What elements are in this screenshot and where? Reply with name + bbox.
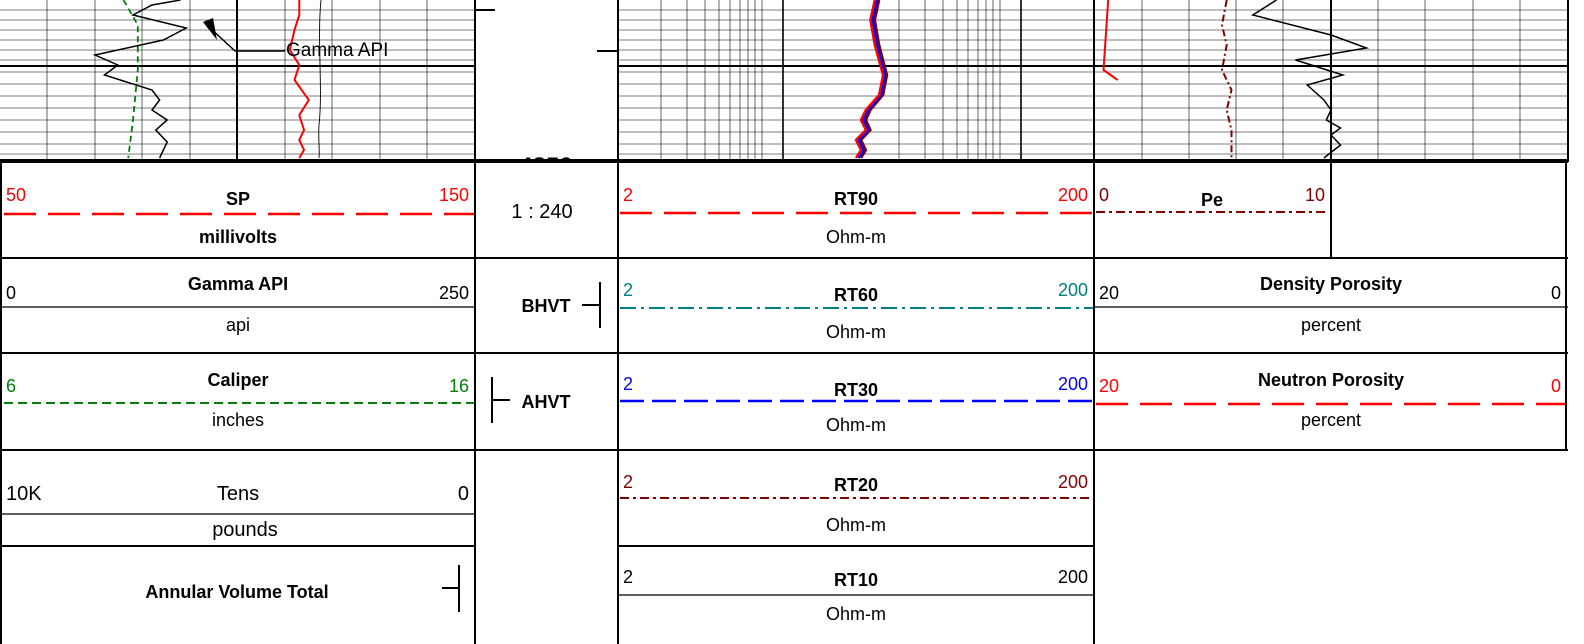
header-rt10: 2 RT10 200 Ohm-m bbox=[623, 567, 1088, 624]
rt30-max: 200 bbox=[1058, 374, 1088, 394]
depth-label-group: 4850 bbox=[477, 153, 616, 182]
header-rt90: 2 RT90 200 Ohm-m bbox=[620, 185, 1093, 247]
header-rt20: 2 RT20 200 Ohm-m bbox=[620, 472, 1093, 535]
caliper-max: 16 bbox=[449, 376, 469, 396]
gamma-max: 250 bbox=[439, 283, 469, 303]
tens-min: 10K bbox=[6, 483, 42, 505]
pe-curve bbox=[1220, 0, 1233, 158]
scale-label: 1 : 240 bbox=[511, 201, 572, 223]
sp-curve bbox=[288, 0, 311, 159]
header-depth: 1 : 240 BHVT AHVT bbox=[491, 201, 601, 423]
rt20-curve bbox=[859, 0, 889, 159]
bhvt-label: BHVT bbox=[522, 296, 571, 316]
header-tension: 10K Tens 0 pounds bbox=[6, 483, 469, 541]
header-caliper: 6 Caliper 16 inches bbox=[4, 370, 474, 430]
curves bbox=[92, 0, 1370, 159]
rt10-name: RT10 bbox=[834, 570, 878, 590]
rt10-max: 200 bbox=[1058, 567, 1088, 587]
density-porosity-curve bbox=[1250, 0, 1370, 159]
gamma-callout: Gamma API bbox=[203, 18, 388, 61]
sp-unit: millivolts bbox=[199, 227, 277, 247]
rt20-unit: Ohm-m bbox=[826, 515, 886, 535]
rt90-name: RT90 bbox=[834, 189, 878, 209]
density-max: 0 bbox=[1551, 283, 1561, 303]
sp-min: 50 bbox=[6, 185, 26, 205]
density-min: 20 bbox=[1099, 283, 1119, 303]
gamma-min: 0 bbox=[6, 283, 16, 303]
header-neutron-porosity: 20 Neutron Porosity 0 percent bbox=[1096, 370, 1565, 430]
sp-name: SP bbox=[226, 189, 250, 209]
rt60-unit: Ohm-m bbox=[826, 322, 886, 342]
neutron-porosity-curve bbox=[1102, 0, 1119, 81]
caliper-min: 6 bbox=[6, 376, 16, 396]
density-unit: percent bbox=[1301, 315, 1361, 335]
caliper-name: Caliper bbox=[207, 370, 268, 390]
rt90-curve bbox=[854, 0, 885, 159]
header-rt60: 2 RT60 200 Ohm-m bbox=[620, 280, 1093, 342]
rt20-min: 2 bbox=[623, 472, 633, 492]
density-name: Density Porosity bbox=[1260, 274, 1402, 294]
sp-max: 150 bbox=[439, 185, 469, 205]
rt30-curve bbox=[857, 0, 887, 159]
rt30-min: 2 bbox=[623, 374, 633, 394]
track-grids bbox=[0, 0, 1569, 162]
rt90-min: 2 bbox=[623, 185, 633, 205]
neutron-min: 20 bbox=[1099, 376, 1119, 396]
header-rt30: 2 RT30 200 Ohm-m bbox=[620, 374, 1093, 435]
pe-name: Pe bbox=[1201, 190, 1223, 210]
header-gamma: 0 Gamma API 250 api bbox=[6, 274, 469, 335]
gamma-name: Gamma API bbox=[188, 274, 288, 294]
header-density-porosity: 20 Density Porosity 0 percent bbox=[1099, 274, 1561, 335]
header-sp: 50 SP 150 millivolts bbox=[4, 185, 474, 247]
rt60-max: 200 bbox=[1058, 280, 1088, 300]
rt10-min: 2 bbox=[623, 567, 633, 587]
rt30-unit: Ohm-m bbox=[826, 415, 886, 435]
pe-min: 0 bbox=[1099, 185, 1109, 205]
ahvt-label: AHVT bbox=[522, 392, 571, 412]
rt60-name: RT60 bbox=[834, 285, 878, 305]
rt20-name: RT20 bbox=[834, 475, 878, 495]
rt60-min: 2 bbox=[623, 280, 633, 300]
header-pe: 0 Pe 10 bbox=[1096, 185, 1329, 213]
caliper-unit: inches bbox=[212, 410, 264, 430]
tens-name: Tens bbox=[217, 483, 259, 505]
gamma-callout-label: Gamma API bbox=[286, 40, 388, 61]
rt30-name: RT30 bbox=[834, 380, 878, 400]
neutron-max: 0 bbox=[1551, 376, 1561, 396]
rt90-max: 200 bbox=[1058, 185, 1088, 205]
neutron-unit: percent bbox=[1301, 410, 1361, 430]
header-annular-volume: Annular Volume Total bbox=[145, 565, 460, 612]
header-grid bbox=[0, 161, 1568, 644]
rt20-max: 200 bbox=[1058, 472, 1088, 492]
annular-volume-name: Annular Volume Total bbox=[145, 582, 328, 602]
neutron-name: Neutron Porosity bbox=[1258, 370, 1404, 390]
gamma-unit: api bbox=[226, 315, 250, 335]
tens-unit: pounds bbox=[212, 519, 278, 541]
pe-max: 10 bbox=[1305, 185, 1325, 205]
gamma-curve bbox=[92, 0, 189, 159]
caliper-curve bbox=[122, 0, 139, 159]
rt90-unit: Ohm-m bbox=[826, 227, 886, 247]
tens-max: 0 bbox=[458, 483, 469, 505]
tension-curve bbox=[318, 0, 322, 159]
rt10-unit: Ohm-m bbox=[826, 604, 886, 624]
